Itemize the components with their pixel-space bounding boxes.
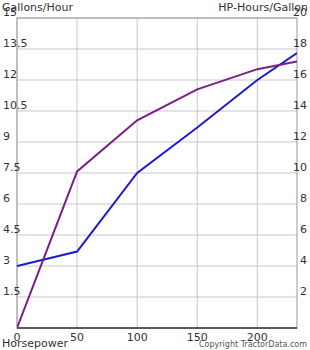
y2-tick-label: 8 bbox=[300, 192, 307, 205]
x-axis bbox=[17, 327, 297, 329]
y-tick-label: 3 bbox=[3, 254, 10, 267]
y2-tick-label: 2 bbox=[300, 285, 307, 298]
series-line bbox=[17, 61, 297, 328]
y-tick-label: 13.5 bbox=[3, 37, 28, 50]
series-line bbox=[17, 53, 297, 266]
x-tick-label: 100 bbox=[127, 331, 148, 344]
x-tick-label: 50 bbox=[70, 331, 84, 344]
y2-axis-title: HP-Hours/Gallon bbox=[218, 1, 308, 14]
y2-tick-label: 12 bbox=[293, 130, 307, 143]
y-tick-label: 1.5 bbox=[3, 285, 21, 298]
annotation: Copyright TractorData.com bbox=[199, 340, 307, 349]
plot-area bbox=[17, 18, 297, 328]
grid-line bbox=[257, 18, 258, 328]
grid-line bbox=[17, 235, 297, 236]
y2-tick-label: 10 bbox=[293, 161, 307, 174]
y-tick-label: 12 bbox=[3, 68, 17, 81]
grid-line bbox=[17, 142, 297, 143]
y2-tick-label: 6 bbox=[300, 223, 307, 236]
grid-line bbox=[17, 297, 297, 298]
y-tick-label: 6 bbox=[3, 192, 10, 205]
y-axis-title: Gallons/Hour bbox=[2, 1, 73, 14]
grid-line bbox=[197, 18, 198, 328]
x-axis-title: Horsepower bbox=[2, 337, 68, 350]
y-tick-label: 10.5 bbox=[3, 99, 28, 112]
grid-line bbox=[17, 49, 297, 50]
series-group bbox=[17, 53, 297, 328]
y-tick-label: 4.5 bbox=[3, 223, 21, 236]
y-tick-label: 9 bbox=[3, 130, 10, 143]
y2-tick-label: 14 bbox=[293, 99, 307, 112]
y2-tick-label: 4 bbox=[300, 254, 307, 267]
plot-frame bbox=[17, 18, 297, 328]
y-tick-label: 7.5 bbox=[3, 161, 21, 174]
grid-line bbox=[17, 204, 297, 205]
grid-line bbox=[17, 266, 297, 267]
chart: 1.534.567.5910.51213.5152468101214161820… bbox=[0, 0, 310, 350]
y2-tick-label: 18 bbox=[293, 37, 307, 50]
grid-line bbox=[17, 173, 297, 174]
grid-line bbox=[17, 80, 297, 81]
y2-tick-label: 16 bbox=[293, 68, 307, 81]
